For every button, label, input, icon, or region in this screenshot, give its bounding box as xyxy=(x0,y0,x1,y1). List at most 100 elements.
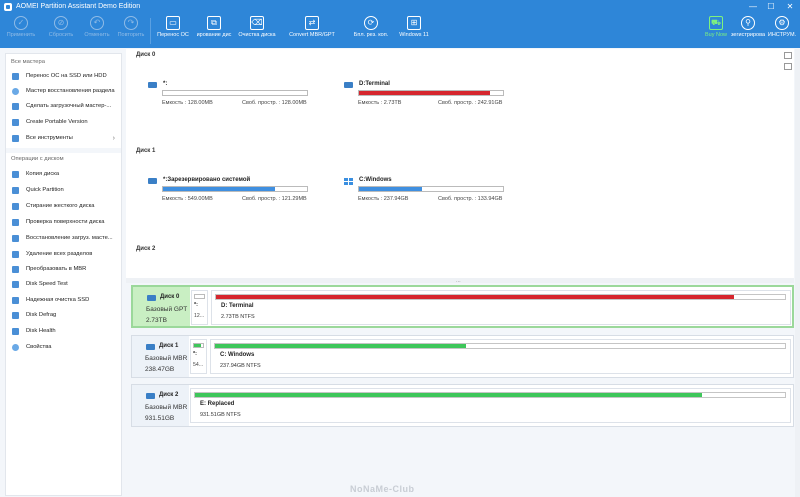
partition-block[interactable]: *: 54... xyxy=(190,339,207,374)
app-logo-icon xyxy=(4,3,12,11)
disk-icon xyxy=(146,344,155,350)
sidebar-item-properties[interactable]: Свойства xyxy=(6,340,121,355)
partition-block[interactable]: C: Windows 237.94GB NTFS xyxy=(210,339,791,374)
sidebar-item-migrate-os[interactable]: Перенос ОС на SSD или HDD xyxy=(6,69,121,84)
ssd-erase-icon xyxy=(12,297,19,304)
clone-disk-button[interactable]: ⧉ ирование дис xyxy=(196,16,232,38)
usage-fill xyxy=(194,344,202,347)
sidebar-item-portable-version[interactable]: Create Portable Version xyxy=(6,115,121,130)
list-view-icon[interactable] xyxy=(784,52,792,59)
sidebar-item-speed-test[interactable]: Disk Speed Test xyxy=(6,277,121,292)
usage-bar xyxy=(162,90,308,96)
speed-test-icon xyxy=(12,281,19,288)
undo-icon: ↶ xyxy=(90,16,104,30)
disk-label: Диск 0 xyxy=(136,52,156,58)
usage-bar xyxy=(194,294,205,299)
backup-button[interactable]: ⟳ Бпл. рез. коп. xyxy=(353,16,389,38)
buy-now-button[interactable]: ⛟ Buy Now xyxy=(704,16,727,38)
disk-info: Диск 2 Базовый MBR 931.51GB xyxy=(132,385,189,426)
maximize-button[interactable]: ☐ xyxy=(767,2,775,11)
migrate-icon xyxy=(12,73,19,80)
clone-disk-icon: ⧉ xyxy=(207,16,221,30)
health-icon xyxy=(12,328,19,335)
usage-fill xyxy=(359,91,491,95)
usage-bar xyxy=(193,343,204,348)
grid-icon xyxy=(12,135,19,142)
partition-cards-panel: Диск 0 *: Емкость : 128.00MB Своб. прост… xyxy=(126,49,794,278)
windows11-button[interactable]: ⊞ Windows 11 xyxy=(399,16,429,38)
sidebar-item-delete-partitions[interactable]: Удаление всех разделов xyxy=(6,247,121,262)
bootable-icon xyxy=(12,103,19,110)
sidebar-item-wipe-disk[interactable]: Стирание жесткого диска xyxy=(6,199,121,214)
usage-fill xyxy=(215,344,466,348)
view-toggle xyxy=(784,52,794,74)
partition-block[interactable]: *: 12... xyxy=(191,290,208,325)
wizards-section-title: Все мастера xyxy=(11,59,45,65)
card-view-icon[interactable] xyxy=(784,63,792,70)
apply-button[interactable]: ✓ Применить xyxy=(6,16,36,38)
sidebar-item-convert-mbr[interactable]: Преобразовать в MBR xyxy=(6,262,121,277)
sidebar-item-defrag[interactable]: Disk Defrag xyxy=(6,308,121,323)
tools-icon: ⚙ xyxy=(775,16,789,30)
sidebar-item-disk-health[interactable]: Disk Health xyxy=(6,324,121,339)
wipe-icon xyxy=(12,203,19,210)
usage-bar xyxy=(358,186,504,192)
cart-icon: ⛟ xyxy=(709,16,723,30)
convert-mbr-icon xyxy=(12,266,19,273)
window-title: AOMEI Partition Assistant Demo Edition xyxy=(16,3,141,10)
close-button[interactable]: ✕ xyxy=(786,2,794,11)
redo-button[interactable]: ↷ Повторить xyxy=(117,16,145,38)
sidebar-item-copy-disk[interactable]: Копия диска xyxy=(6,167,121,182)
chevron-right-icon: › xyxy=(112,135,115,142)
register-button[interactable]: ⚲ зегистрирова xyxy=(730,16,766,38)
partition-card[interactable]: *:Зарезервировано системой Емкость : 549… xyxy=(136,170,316,214)
sidebar-item-all-tools[interactable]: Все инструменты › xyxy=(6,131,121,146)
toolbar-divider xyxy=(150,18,151,44)
sidebar-item-surface-test[interactable]: Проверка поверхности диска xyxy=(6,215,121,230)
sidebar-item-bootable-media[interactable]: Сделать загрузочный мастер-... xyxy=(6,99,121,114)
copy-disk-icon xyxy=(12,171,19,178)
disk-row[interactable]: Диск 1 Базовый MBR 238.47GB *: 54... C: … xyxy=(131,335,794,378)
drive-icon xyxy=(148,178,157,184)
windows11-icon: ⊞ xyxy=(407,16,421,30)
portable-icon xyxy=(12,119,19,126)
sidebar-item-secure-erase[interactable]: Надежная очистка SSD xyxy=(6,293,121,308)
usage-fill xyxy=(216,295,734,299)
backup-icon: ⟳ xyxy=(364,16,378,30)
migrate-os-button[interactable]: ▭ Перенос ОС xyxy=(157,16,189,38)
title-bar: AOMEI Partition Assistant Demo Edition —… xyxy=(0,0,800,14)
vertical-scrollbar[interactable] xyxy=(795,49,800,497)
usage-bar xyxy=(214,343,786,349)
undo-button[interactable]: ↶ Отменить xyxy=(84,16,110,38)
tools-button[interactable]: ⚙ ИНСТРУМ. xyxy=(767,16,797,38)
check-icon: ✓ xyxy=(14,16,28,30)
partition-block[interactable]: D: Terminal 2.73TB NTFS xyxy=(211,290,791,325)
usage-bar xyxy=(215,294,786,300)
disk-row[interactable]: Диск 2 Базовый MBR 931.51GB E: Replaced … xyxy=(131,384,794,427)
sidebar-item-rebuild-mbr[interactable]: Восстановление загруз. масте... xyxy=(6,231,121,246)
windows-icon xyxy=(344,178,353,184)
minimize-button[interactable]: — xyxy=(749,2,757,11)
cancel-icon: ⊘ xyxy=(54,16,68,30)
disk-icon xyxy=(147,295,156,301)
partition-card[interactable]: D:Terminal Емкость : 2.73TB Своб. простр… xyxy=(332,74,512,118)
convert-mbr-gpt-button[interactable]: ⇄ Convert MBR/GPT xyxy=(289,16,335,38)
partition-card[interactable]: *: Емкость : 128.00MB Своб. простр. : 12… xyxy=(136,74,316,118)
partition-block[interactable]: E: Replaced 931.51GB NTFS xyxy=(190,388,791,423)
usage-fill xyxy=(195,393,703,397)
usage-bar xyxy=(162,186,308,192)
discard-button[interactable]: ⊘ Сбросить xyxy=(48,16,74,38)
disk-label: Диск 1 xyxy=(136,148,156,154)
usage-bar xyxy=(194,392,786,398)
migrate-os-icon: ▭ xyxy=(166,16,180,30)
top-toolbar: AOMEI Partition Assistant Demo Edition —… xyxy=(0,0,800,48)
wipe-disk-button[interactable]: ⌫ Очистка диска xyxy=(238,16,276,38)
panel-splitter[interactable]: ⋯ xyxy=(126,278,794,285)
sidebar-item-quick-partition[interactable]: Quick Partition xyxy=(6,183,121,198)
disk-label: Диск 2 xyxy=(136,246,156,252)
partition-card[interactable]: C:Windows Емкость : 237.94GB Своб. прост… xyxy=(332,170,512,214)
defrag-icon xyxy=(12,312,19,319)
disk-ops-section-title: Операции с диском xyxy=(11,156,64,162)
sidebar-item-partition-recovery[interactable]: Мастер восстановления раздела xyxy=(6,84,121,99)
disk-row[interactable]: Диск 0 Базовый GPT 2.73TB *: 12... D: Te… xyxy=(131,285,794,328)
